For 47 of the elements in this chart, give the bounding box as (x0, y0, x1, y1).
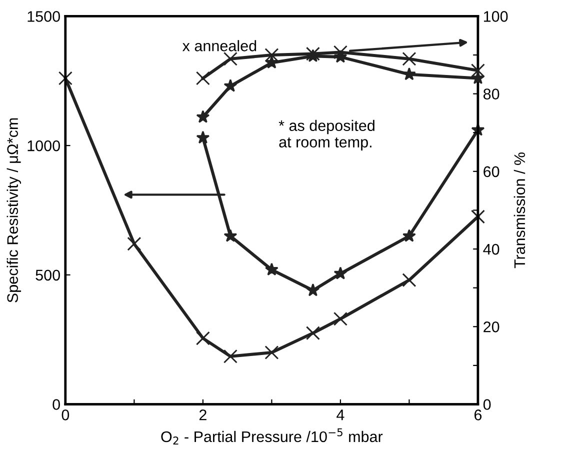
point (196, 71, 210, 86)
point (224, 229, 238, 242)
y2-tick-label: 60 (484, 166, 500, 178)
x-axis-title: O$_{2}$ - Partial Pressure /10$^{−5}$ mbar (161, 428, 383, 444)
y-tick-label: 500 (36, 270, 60, 281)
point (470, 63, 485, 78)
x-tick-label: 0 (62, 410, 70, 420)
y-tick-label: 1000 (28, 140, 60, 152)
x-tick-label: 4 (336, 410, 344, 420)
y2-tick-label: 100 (484, 11, 508, 22)
point (471, 71, 485, 84)
y2-tick-label: 40 (483, 244, 500, 255)
y2-tick-label: 20 (484, 322, 500, 332)
point (264, 262, 278, 276)
point (402, 273, 416, 288)
x-tick-label: 6 (474, 410, 482, 420)
y2-tick-label: 0 (483, 399, 491, 410)
point (223, 349, 238, 364)
point (264, 345, 279, 360)
point (264, 48, 279, 62)
point (306, 46, 320, 61)
point (334, 50, 348, 63)
x-tick-label: 2 (199, 410, 206, 420)
annotation: * as deposited at room temp. (278, 120, 374, 151)
point (196, 331, 210, 346)
y2-tick-label: 80 (483, 88, 500, 100)
point (402, 229, 416, 242)
point (196, 110, 210, 123)
point (402, 52, 416, 66)
y-tick-label: 1500 (28, 11, 60, 22)
point (470, 210, 485, 224)
point (223, 52, 238, 66)
point (402, 67, 416, 80)
point (306, 283, 320, 296)
y-axis-title: Specific Resistivity / μΩ*cm (6, 118, 22, 302)
point (306, 326, 320, 340)
point (264, 56, 278, 69)
y2-axis-title: Transmission / % (514, 152, 526, 268)
point (334, 266, 348, 280)
point (127, 236, 142, 251)
point (333, 45, 348, 60)
point (58, 71, 72, 86)
point (196, 130, 210, 144)
point (333, 312, 348, 326)
y-tick-label: 0 (52, 399, 60, 410)
annotation: x annealed (182, 40, 256, 52)
point (224, 79, 238, 92)
